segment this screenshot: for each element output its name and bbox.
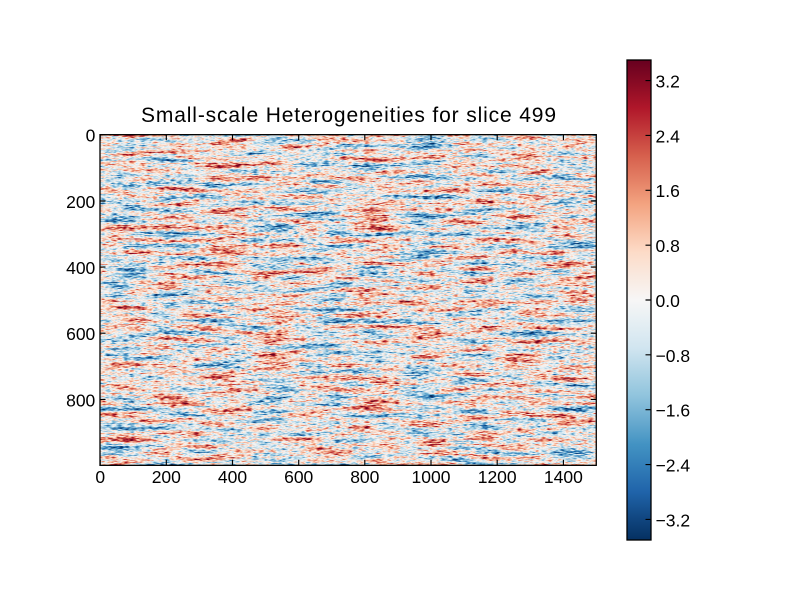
- svg-text:800: 800: [66, 390, 95, 410]
- svg-text:1000: 1000: [412, 467, 451, 487]
- svg-text:−2.4: −2.4: [656, 456, 691, 476]
- svg-text:0: 0: [95, 467, 105, 487]
- svg-text:200: 200: [66, 192, 95, 212]
- svg-text:0: 0: [86, 126, 96, 146]
- svg-text:−3.2: −3.2: [656, 510, 691, 530]
- svg-text:1400: 1400: [544, 467, 583, 487]
- svg-text:600: 600: [284, 467, 313, 487]
- svg-text:−0.8: −0.8: [656, 346, 691, 366]
- svg-text:1200: 1200: [478, 467, 517, 487]
- svg-text:600: 600: [66, 324, 95, 344]
- svg-text:0.8: 0.8: [656, 236, 680, 256]
- svg-text:400: 400: [66, 258, 95, 278]
- svg-text:0.0: 0.0: [656, 291, 681, 311]
- svg-text:Small-scale Heterogeneities fo: Small-scale Heterogeneities for slice 49…: [141, 104, 556, 127]
- svg-text:800: 800: [350, 467, 379, 487]
- svg-text:3.2: 3.2: [656, 72, 680, 92]
- svg-text:2.4: 2.4: [656, 126, 681, 146]
- svg-text:200: 200: [152, 467, 181, 487]
- svg-text:−1.6: −1.6: [656, 401, 691, 421]
- svg-text:400: 400: [218, 467, 247, 487]
- svg-text:1.6: 1.6: [656, 181, 680, 201]
